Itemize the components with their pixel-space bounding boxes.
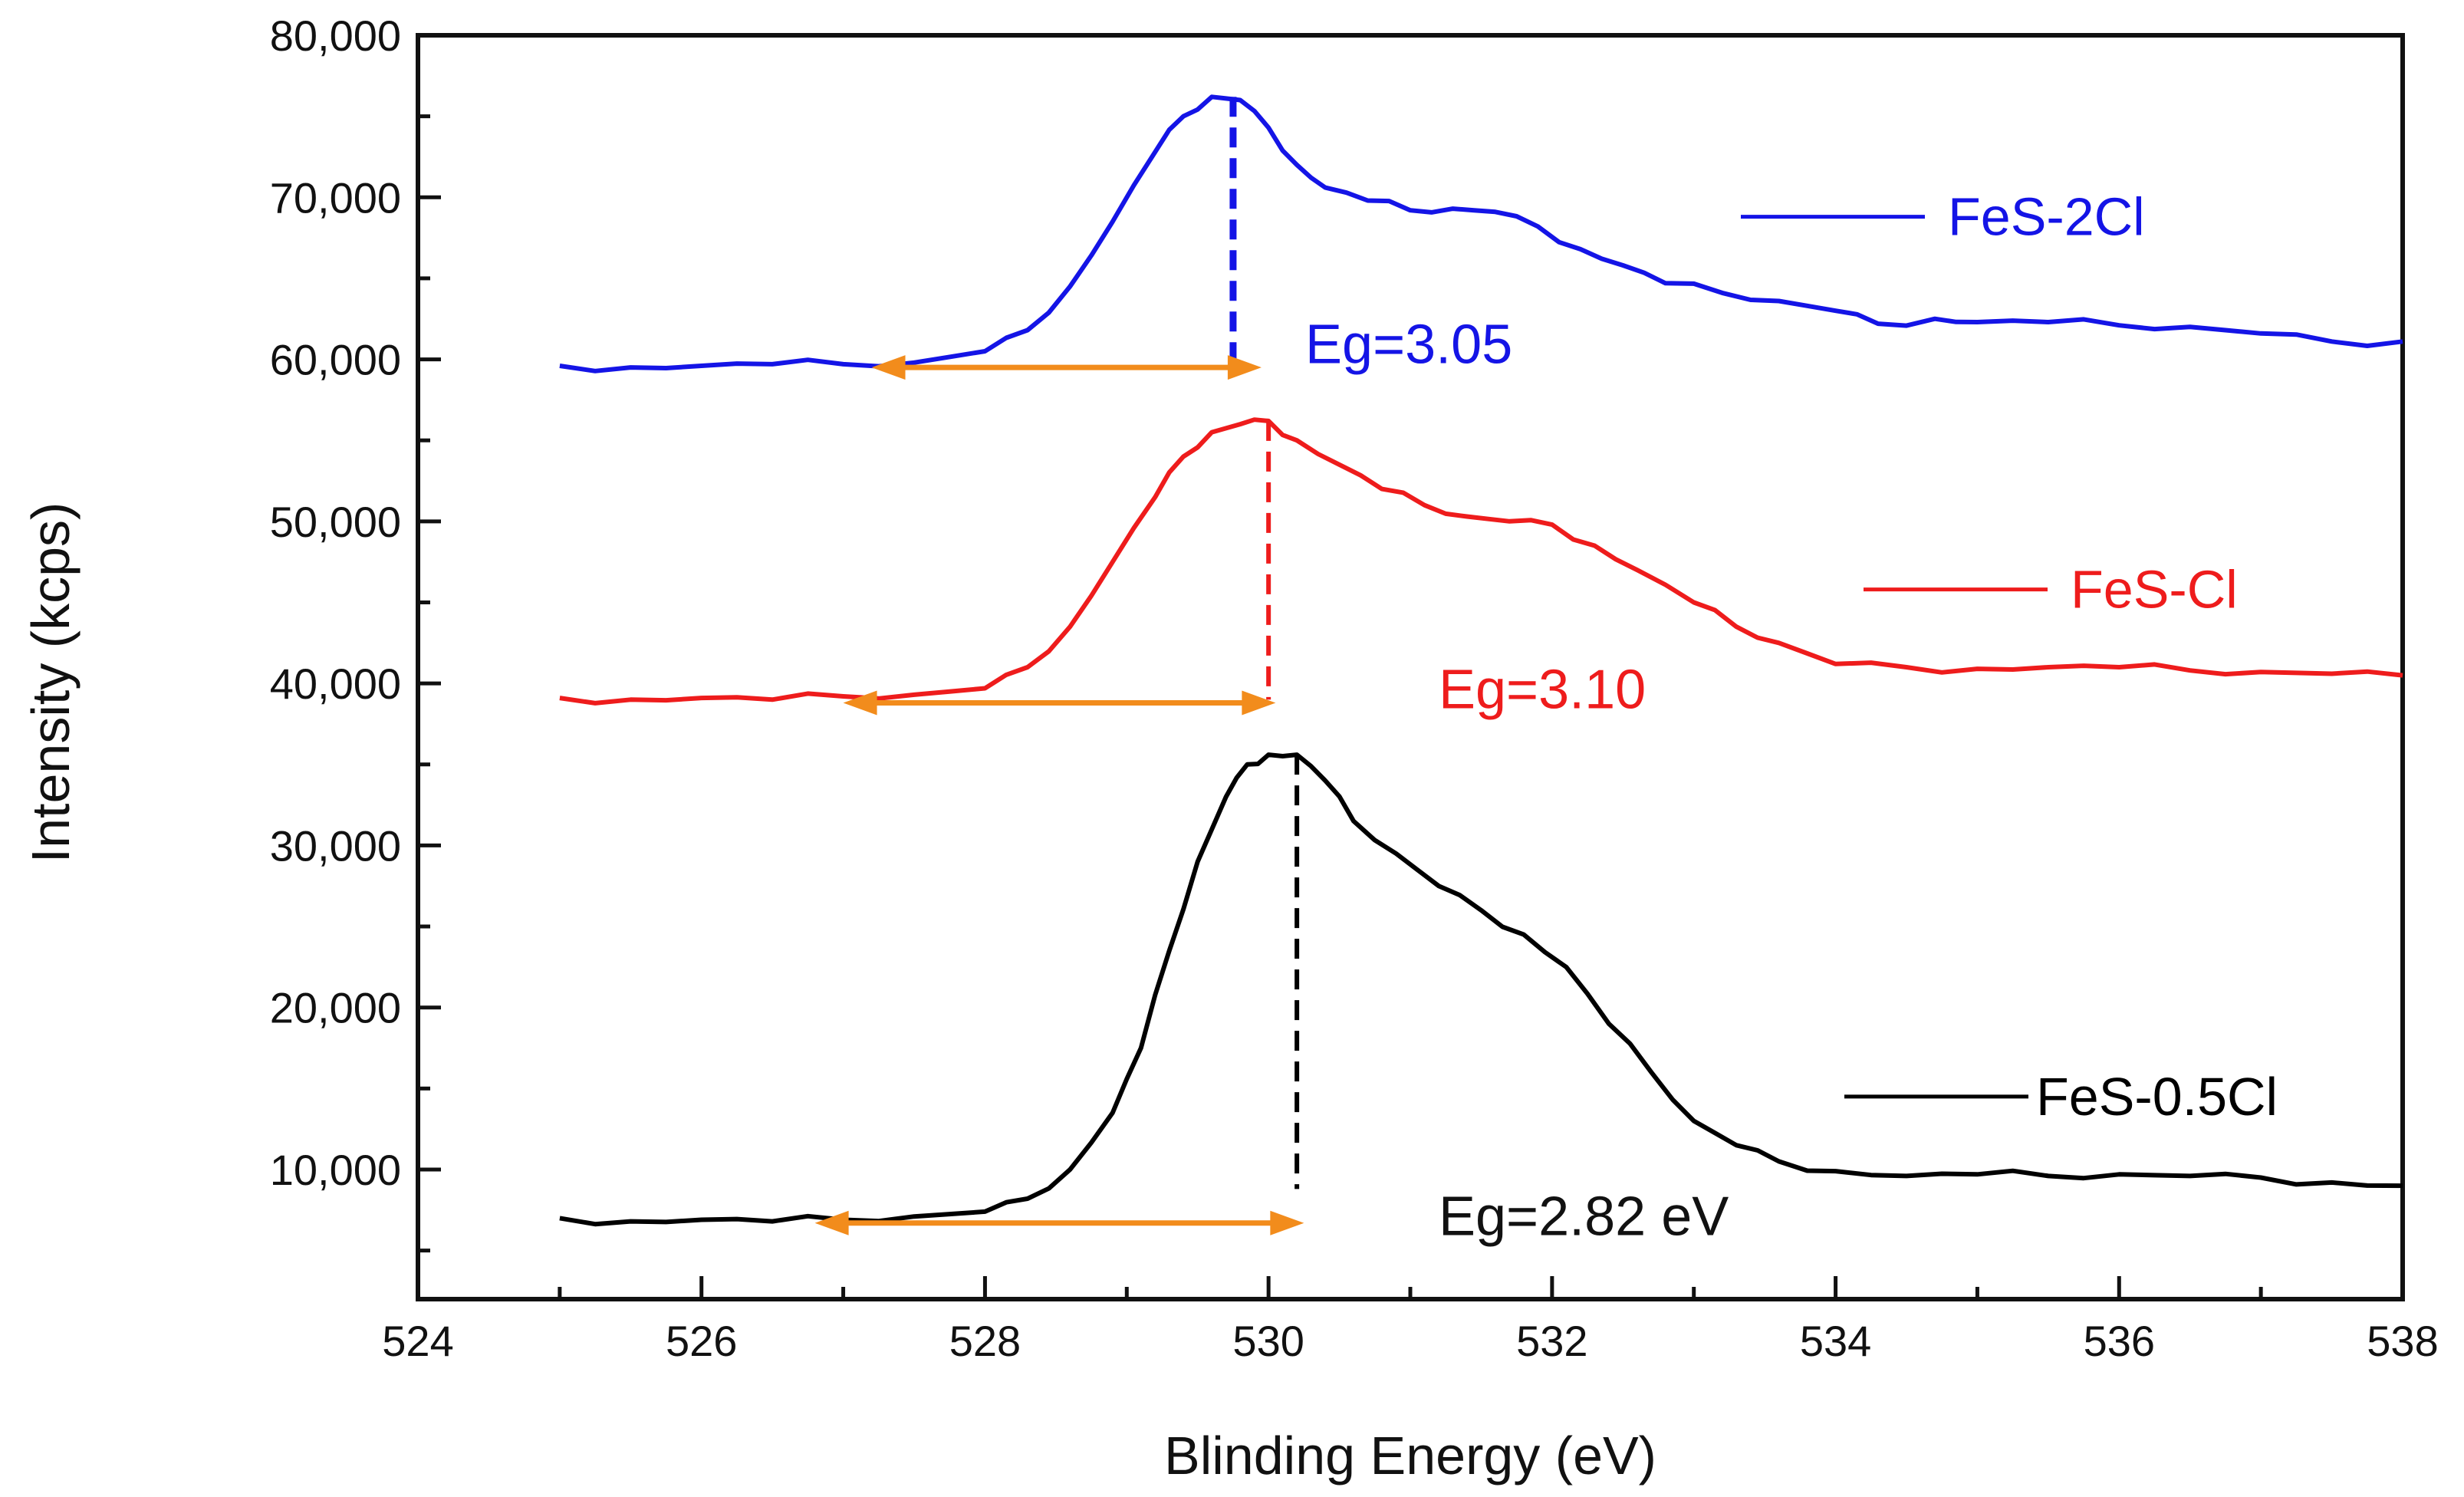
x-tick-label: 526 [666, 1317, 737, 1365]
y-tick-label: 80,000 [270, 12, 401, 60]
bandgap-arrowhead-right-fes-0-5cl [1270, 1210, 1304, 1235]
y-tick-labels: 10,000 20,000 30,000 40,000 50,000 60,000 70,0… [270, 12, 401, 1194]
annotation-eg-fes-cl: Eg=3.10 [1439, 660, 1646, 721]
series-line-fes-0-5cl [559, 752, 2403, 1227]
y-tick-label: 70,000 [270, 173, 401, 222]
x-tick-label: 530 [1232, 1317, 1304, 1365]
y-tick-label: 30,000 [270, 821, 401, 870]
axis-ticks [416, 33, 2405, 1299]
annotation-eg-fes-0-5cl: Eg=2.82 eV [1439, 1186, 1729, 1247]
bandgap-annotations: Eg=3.05 Eg=3.10 Eg=2.82 eV [1305, 314, 1729, 1248]
series-line-fes-2cl [559, 94, 2403, 373]
bandgap-arrowhead-left-fes-2cl [871, 355, 906, 380]
x-tick-label: 534 [1800, 1317, 1871, 1365]
y-tick-label: 60,000 [270, 336, 401, 384]
marker-layer [814, 97, 1304, 1235]
series-line-fes-cl [559, 417, 2403, 706]
bandgap-arrowhead-left-fes-cl [843, 690, 877, 716]
bandgap-arrowhead-left-fes-0-5cl [814, 1210, 849, 1235]
x-tick-label: 528 [949, 1317, 1021, 1365]
x-axis-title: Blinding Energy (eV) [1164, 1426, 1656, 1485]
y-tick-label: 50,000 [270, 498, 401, 546]
x-tick-label: 524 [382, 1317, 453, 1365]
bandgap-arrowhead-right-fes-cl [1242, 690, 1276, 716]
x-tick-label: 532 [1516, 1317, 1587, 1365]
y-tick-label: 40,000 [270, 660, 401, 708]
x-tick-label: 536 [2084, 1317, 2155, 1365]
legend-label-fes-0-5cl: FeS-0.5Cl [2036, 1067, 2278, 1127]
legend-label-fes-2cl: FeS-2Cl [1948, 187, 2145, 247]
y-tick-label: 10,000 [270, 1146, 401, 1194]
y-tick-label: 20,000 [270, 984, 401, 1032]
legend: FeS-2Cl FeS-Cl FeS-0.5Cl [1741, 187, 2278, 1127]
bandgap-arrowhead-right-fes-2cl [1227, 355, 1262, 380]
y-axis-title: Intensity (kcps) [21, 502, 81, 864]
x-tick-labels: 524 526 528 530 532 534 536 538 [382, 1317, 2438, 1365]
series-layer [559, 94, 2403, 1227]
annotation-eg-fes-2cl: Eg=3.05 [1305, 314, 1512, 376]
x-tick-label: 538 [2367, 1317, 2438, 1365]
legend-label-fes-cl: FeS-Cl [2071, 560, 2238, 620]
